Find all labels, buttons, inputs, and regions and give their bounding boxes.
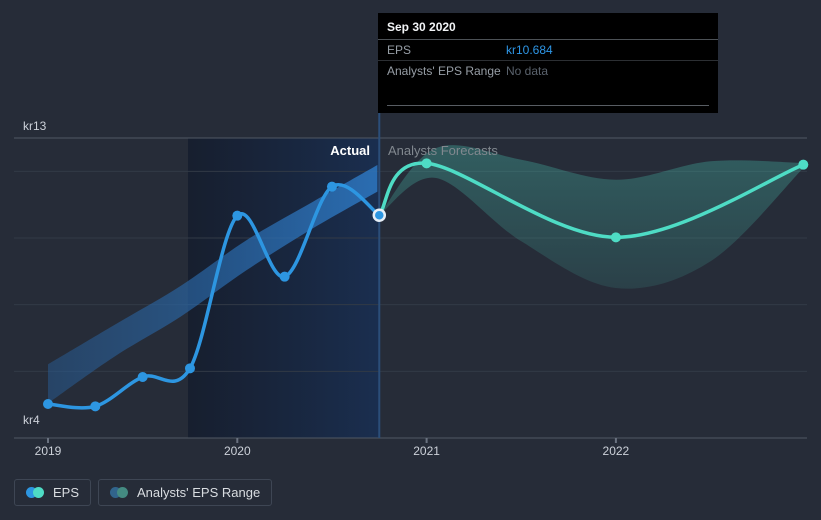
eps-series-icon — [26, 487, 44, 498]
tooltip-eps-value: kr10.684 — [506, 43, 553, 57]
tooltip: Sep 30 2020 EPS kr10.684 Analysts' EPS R… — [378, 13, 718, 113]
eps-data-point-marker[interactable] — [43, 399, 53, 409]
eps-data-point-marker[interactable] — [90, 401, 101, 412]
forecast-line — [377, 161, 806, 240]
analysts-range-band-forecast — [379, 145, 804, 289]
chart-legend: EPS Analysts' EPS Range — [14, 479, 273, 506]
x-tick-label: 2021 — [413, 444, 440, 458]
x-axis-labels: 2019 2020 2021 2022 — [0, 444, 821, 460]
x-tick-label: 2020 — [223, 444, 251, 458]
y-axis-min-label: kr4 — [23, 413, 40, 427]
eps-data-point-marker[interactable] — [326, 181, 337, 192]
legend-item-eps[interactable]: EPS — [14, 479, 92, 506]
forecast-section-label: Analysts Forecasts — [388, 143, 498, 158]
eps-data-point-marker[interactable] — [184, 363, 195, 374]
x-tick-label: 2019 — [34, 444, 62, 458]
actual-section-label: Actual — [330, 143, 370, 158]
tooltip-row-eps: EPS kr10.684 — [378, 40, 718, 60]
eps-line — [46, 183, 382, 410]
analysts-range-series-icon — [110, 487, 129, 498]
selected-data-point-marker[interactable] — [372, 208, 387, 222]
forecast-data-point-marker[interactable] — [798, 159, 809, 170]
y-axis-max-label: kr13 — [23, 119, 47, 133]
eps-data-point-marker[interactable] — [279, 271, 290, 282]
forecast-data-point-marker[interactable] — [421, 158, 432, 169]
tooltip-row-range: Analysts' EPS Range No data — [378, 60, 718, 81]
forecast-data-point-marker[interactable] — [610, 232, 621, 243]
legend-range-label: Analysts' EPS Range — [137, 485, 261, 500]
tooltip-range-label: Analysts' EPS Range — [387, 64, 501, 78]
legend-eps-label: EPS — [53, 485, 80, 500]
tooltip-bottom-divider — [387, 105, 709, 106]
eps-data-point-marker[interactable] — [137, 372, 148, 382]
tooltip-eps-label: EPS — [387, 43, 412, 57]
chart-canvas[interactable] — [0, 0, 821, 470]
tooltip-date-title: Sep 30 2020 — [378, 13, 718, 40]
x-tick-label: 2022 — [602, 444, 630, 458]
legend-item-analysts-eps-range[interactable]: Analysts' EPS Range — [98, 479, 273, 506]
eps-data-point-marker[interactable] — [232, 210, 243, 221]
tooltip-range-value: No data — [506, 64, 549, 78]
